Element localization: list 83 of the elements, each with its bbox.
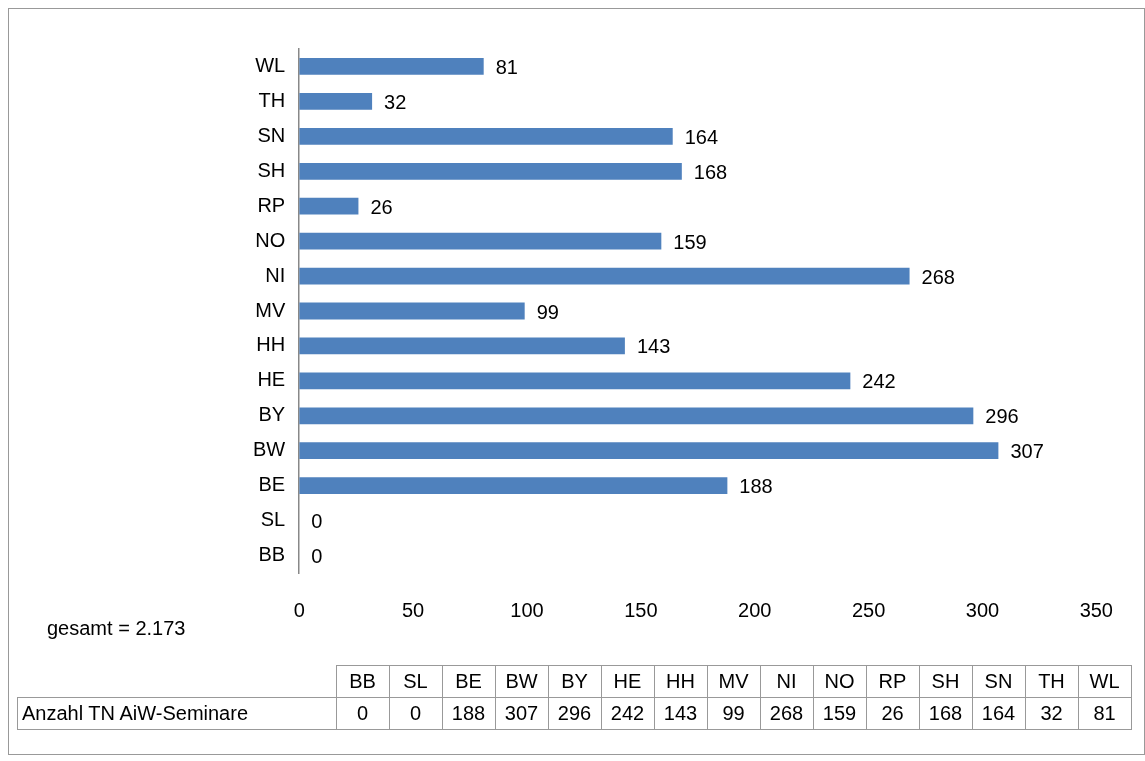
data-label: 188 (739, 475, 773, 498)
category-label: WL (1078, 665, 1131, 698)
data-label: 168 (919, 697, 972, 730)
data-label: 32 (384, 90, 407, 113)
bar (299, 442, 999, 460)
category-label: BB (336, 665, 389, 698)
x-tick-label: 350 (1079, 598, 1113, 621)
y-tick-label: SN (257, 123, 286, 146)
category-label: NI (760, 665, 813, 698)
y-tick-label: BE (258, 473, 286, 496)
bar (299, 302, 525, 320)
y-tick-label: BY (258, 403, 286, 426)
data-label: 242 (601, 697, 654, 730)
bar (299, 407, 974, 425)
data-label: 99 (707, 697, 760, 730)
y-tick-label: RP (257, 193, 286, 216)
category-label: SN (972, 665, 1025, 698)
y-tick-label: HH (256, 333, 286, 356)
bar (299, 337, 625, 355)
y-tick-label: SH (257, 158, 286, 181)
data-label: 296 (548, 697, 601, 730)
category-label: BE (442, 665, 495, 698)
category-label: BY (548, 665, 601, 698)
bar (299, 477, 728, 495)
category-label: SL (389, 665, 442, 698)
data-label: 188 (442, 697, 495, 730)
bar (299, 197, 359, 215)
data-label: 296 (985, 405, 1019, 428)
y-tick-label: TH (258, 88, 286, 111)
y-tick-label: SL (260, 508, 286, 531)
bar (299, 127, 673, 145)
x-tick-label: 300 (965, 598, 1000, 621)
data-label: 0 (311, 545, 323, 568)
bar (299, 93, 373, 110)
data-label: 159 (673, 230, 707, 253)
data-label: 143 (654, 697, 707, 730)
category-label: SH (919, 665, 972, 698)
x-tick-label: 250 (851, 598, 886, 621)
category-label: MV (707, 665, 760, 698)
category-label: HE (601, 665, 654, 698)
data-label: 164 (972, 697, 1025, 730)
y-tick-label: NO (255, 228, 286, 251)
category-label: BW (495, 665, 548, 698)
data-label: 242 (862, 370, 896, 393)
data-label: 307 (495, 697, 548, 730)
data-label: 143 (636, 335, 671, 358)
y-tick-label: WL (255, 53, 286, 76)
data-label: 307 (1010, 440, 1044, 463)
data-label: 164 (684, 125, 719, 148)
x-tick-label: 100 (510, 598, 544, 621)
x-tick-label: 0 (293, 598, 305, 621)
category-label: RP (866, 665, 919, 698)
data-label: 99 (536, 300, 559, 323)
data-label: 32 (1025, 697, 1078, 730)
y-tick-label: BB (258, 543, 286, 566)
category-label: NO (813, 665, 866, 698)
data-label: 0 (311, 510, 323, 533)
y-tick-label: HE (257, 368, 286, 391)
bar (299, 232, 662, 250)
data-label: 268 (760, 697, 813, 730)
y-tick-label: NI (265, 263, 286, 286)
y-tick-label: MV (255, 298, 286, 321)
data-label: 0 (336, 697, 389, 730)
data-label: 268 (921, 265, 955, 288)
data-label: 26 (866, 697, 919, 730)
bar (299, 267, 910, 285)
category-label: HH (654, 665, 707, 698)
category-label: TH (1025, 665, 1078, 698)
data-label: 159 (813, 697, 866, 730)
text: gesamt = 2.173 (47, 617, 186, 640)
data-label: 81 (1078, 697, 1131, 730)
y-tick-label: BW (253, 438, 286, 461)
bar (299, 162, 682, 180)
bar (299, 372, 851, 390)
bar (299, 58, 484, 75)
x-tick-label: 150 (624, 598, 658, 621)
x-tick-label: 50 (401, 598, 425, 621)
data-label: 0 (389, 697, 442, 730)
data-label: 26 (370, 195, 393, 218)
x-tick-label: 200 (738, 598, 772, 621)
text: Anzahl TN AiW-Seminare (17, 697, 336, 730)
data-label: 81 (495, 55, 518, 78)
data-label: 168 (693, 160, 728, 183)
